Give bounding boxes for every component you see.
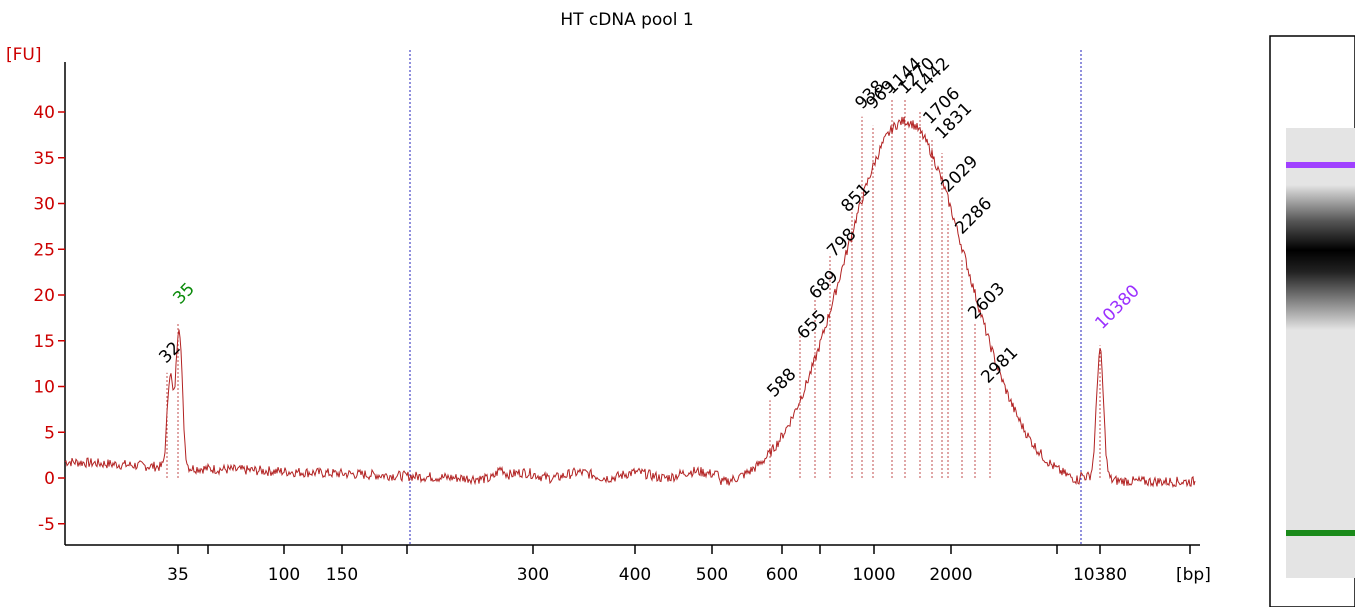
gel-lane bbox=[1269, 35, 1355, 607]
x-tick-label: 600 bbox=[766, 565, 798, 585]
gel-band bbox=[1286, 162, 1355, 168]
y-tick-label: 20 bbox=[33, 286, 55, 306]
marker-label: 35 bbox=[169, 279, 198, 308]
peak-label: 689 bbox=[805, 266, 842, 303]
y-tick-label: 0 bbox=[44, 469, 55, 489]
x-tick-label: 150 bbox=[326, 565, 358, 585]
y-tick-label: 5 bbox=[44, 423, 55, 443]
gel-smear bbox=[1286, 185, 1355, 330]
x-tick-label: 500 bbox=[696, 565, 728, 585]
gel-band bbox=[1286, 530, 1355, 536]
x-tick-label: 1000 bbox=[852, 565, 895, 585]
y-tick-label: -5 bbox=[38, 515, 55, 535]
peak-label: 588 bbox=[763, 364, 800, 401]
peak-label: 851 bbox=[837, 179, 874, 216]
axes bbox=[64, 50, 1200, 546]
y-tick-label: 15 bbox=[33, 332, 55, 352]
x-ticks: 35 100 150 300 400 500 600 1000 2000 10380 bbox=[167, 545, 1191, 585]
peak-label: 798 bbox=[823, 224, 860, 261]
peak-label: 655 bbox=[793, 306, 830, 343]
y-tick-label: 25 bbox=[33, 240, 55, 260]
y-axis-label: [FU] bbox=[6, 45, 42, 65]
y-tick-label: 10 bbox=[33, 378, 55, 398]
peak-label: 2029 bbox=[937, 152, 982, 197]
series-trace bbox=[64, 116, 1196, 488]
y-tick-label: 40 bbox=[33, 103, 55, 123]
x-tick-label: 400 bbox=[619, 565, 651, 585]
chart-title: HT cDNA pool 1 bbox=[560, 10, 693, 30]
x-tick-label: 100 bbox=[268, 565, 300, 585]
marker-label: 10380 bbox=[1091, 281, 1143, 333]
y-tick-label: 35 bbox=[33, 149, 55, 169]
peak-label: 2981 bbox=[977, 343, 1022, 388]
x-tick-label: 300 bbox=[517, 565, 549, 585]
peak-label: 2286 bbox=[951, 194, 996, 239]
y-ticks: -5 0 5 10 15 20 25 30 35 40 bbox=[33, 103, 65, 535]
x-tick-label: 2000 bbox=[929, 565, 972, 585]
x-axis-label: [bp] bbox=[1176, 565, 1211, 585]
y-tick-label: 30 bbox=[33, 195, 55, 215]
x-tick-label: 35 bbox=[167, 565, 189, 585]
x-tick-label: 10380 bbox=[1073, 565, 1127, 585]
peak-fills bbox=[166, 98, 1101, 478]
